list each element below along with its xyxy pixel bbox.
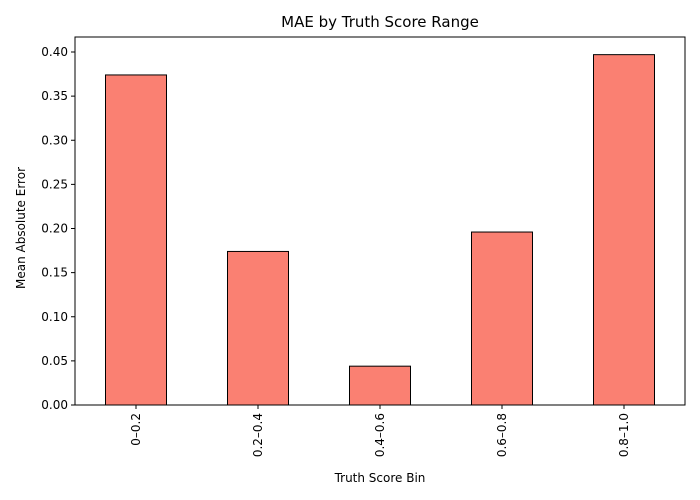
plot-frame [74,36,686,406]
bar-2 [227,250,289,406]
bar-5 [593,54,655,406]
y-tick-label: 0.20 [41,222,68,236]
x-axis-label: Truth Score Bin [334,471,426,485]
y-tick-label: 0.35 [41,89,68,103]
x-ticks-group: 0–0.2 0.2–0.4 0.4–0.6 0.6–0.8 0.8–1.0 [129,405,631,457]
x-tick-label: 0–0.2 [129,413,143,446]
bar-4 [471,231,533,406]
x-tick-label: 0.2–0.4 [251,413,265,457]
y-axis-label: Mean Absolute Error [14,167,28,289]
chart-title: MAE by Truth Score Range [281,13,479,31]
y-tick-label: 0.40 [41,45,68,59]
y-tick-label: 0.15 [41,266,68,280]
y-tick-label: 0.10 [41,310,68,324]
y-tick-label: 0.25 [41,177,68,191]
y-tick-label: 0.00 [41,398,68,412]
x-tick-label: 0.8–1.0 [617,413,631,457]
y-tick-label: 0.30 [41,133,68,147]
bar-3 [349,365,411,406]
x-tick-label: 0.6–0.8 [495,413,509,457]
bars-group [105,54,655,406]
y-tick-label: 0.05 [41,354,68,368]
y-ticks-group: 0.00 0.05 0.10 0.15 0.20 0.25 0.30 0.35 0.40 [41,45,75,412]
bar-1 [105,74,167,406]
x-tick-label: 0.4–0.6 [373,413,387,457]
